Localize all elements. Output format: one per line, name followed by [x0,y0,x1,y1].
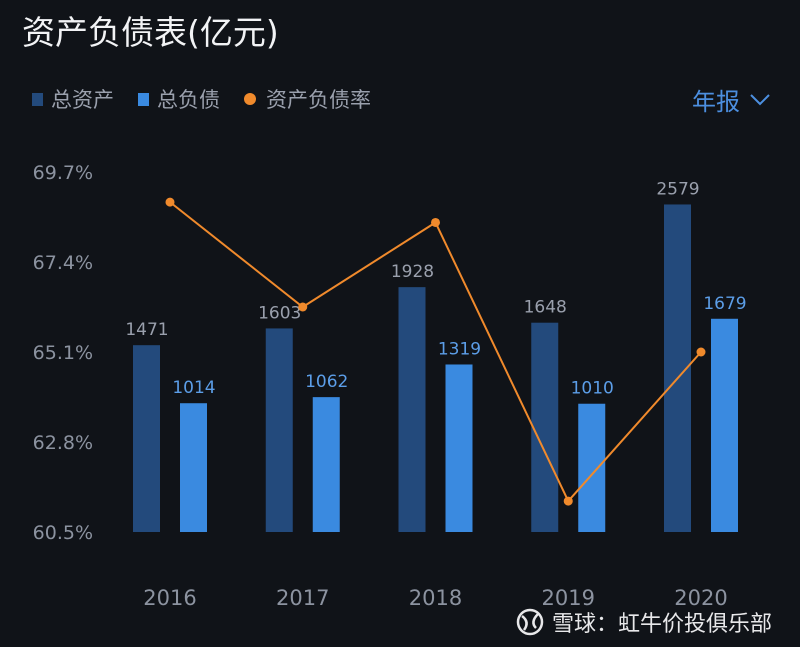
legend-label: 总资产 [51,88,114,112]
bar-total-liabilities [578,403,606,532]
legend-label: 资产负债率 [266,88,371,112]
y-tick-label: 69.7% [33,162,93,184]
ratio-point [298,302,308,312]
x-tick-label: 2020 [674,586,727,610]
x-tick-label: 2017 [276,586,329,610]
legend-label: 总负债 [157,88,220,112]
data-label-total-assets: 2579 [656,179,699,199]
watermark-text: 雪球：虹牛价投俱乐部 [552,612,773,637]
ratio-point [563,496,573,506]
ratio-point [431,217,440,227]
legend-swatch [32,92,43,106]
period-label: 年报 [692,88,740,116]
x-tick-label: 2016 [143,586,196,610]
bar-total-assets [265,328,293,532]
legend-swatch [138,92,149,106]
data-label-total-liabilities: 1679 [703,294,746,314]
data-label-total-liabilities: 1010 [571,379,614,399]
ratio-point [696,347,706,357]
bar-total-liabilities [445,364,473,532]
bar-total-assets [398,287,426,532]
data-label-total-liabilities: 1062 [305,372,348,392]
legend-item-total-liabilities[interactable]: 总负债 [138,84,220,114]
bar-total-assets [133,345,160,532]
x-tick-label: 2018 [409,586,462,610]
watermark: 雪球：虹牛价投俱乐部 [516,606,772,638]
legend: 总资产 总负债 资产负债率 [32,84,395,114]
y-tick-label: 60.5% [33,522,93,544]
bar-total-liabilities [711,318,738,532]
data-label-total-liabilities: 1319 [438,339,481,359]
period-dropdown[interactable]: 年报 [692,82,770,117]
chevron-down-icon [750,93,770,105]
legend-dot [244,93,256,105]
data-label-total-assets: 1471 [125,320,168,340]
y-tick-label: 65.1% [33,342,93,364]
ratio-line [169,201,702,503]
bar-total-liabilities [180,403,207,532]
y-tick-label: 62.8% [33,432,93,454]
legend-item-ratio[interactable]: 资产负债率 [244,84,371,114]
data-label-total-assets: 1603 [258,303,301,323]
ratio-point [165,197,175,207]
x-tick-label: 2019 [542,586,595,610]
bar-total-assets [531,322,559,532]
data-label-total-assets: 1928 [391,262,434,282]
data-label-total-assets: 1648 [524,298,567,318]
legend-item-total-assets[interactable]: 总资产 [32,84,114,114]
xueqiu-logo-icon [516,608,544,636]
page-title: 资产负债表(亿元) [22,13,279,52]
bar-total-liabilities [312,397,340,532]
y-tick-label: 67.4% [33,252,93,274]
data-label-total-liabilities: 1014 [172,378,215,398]
